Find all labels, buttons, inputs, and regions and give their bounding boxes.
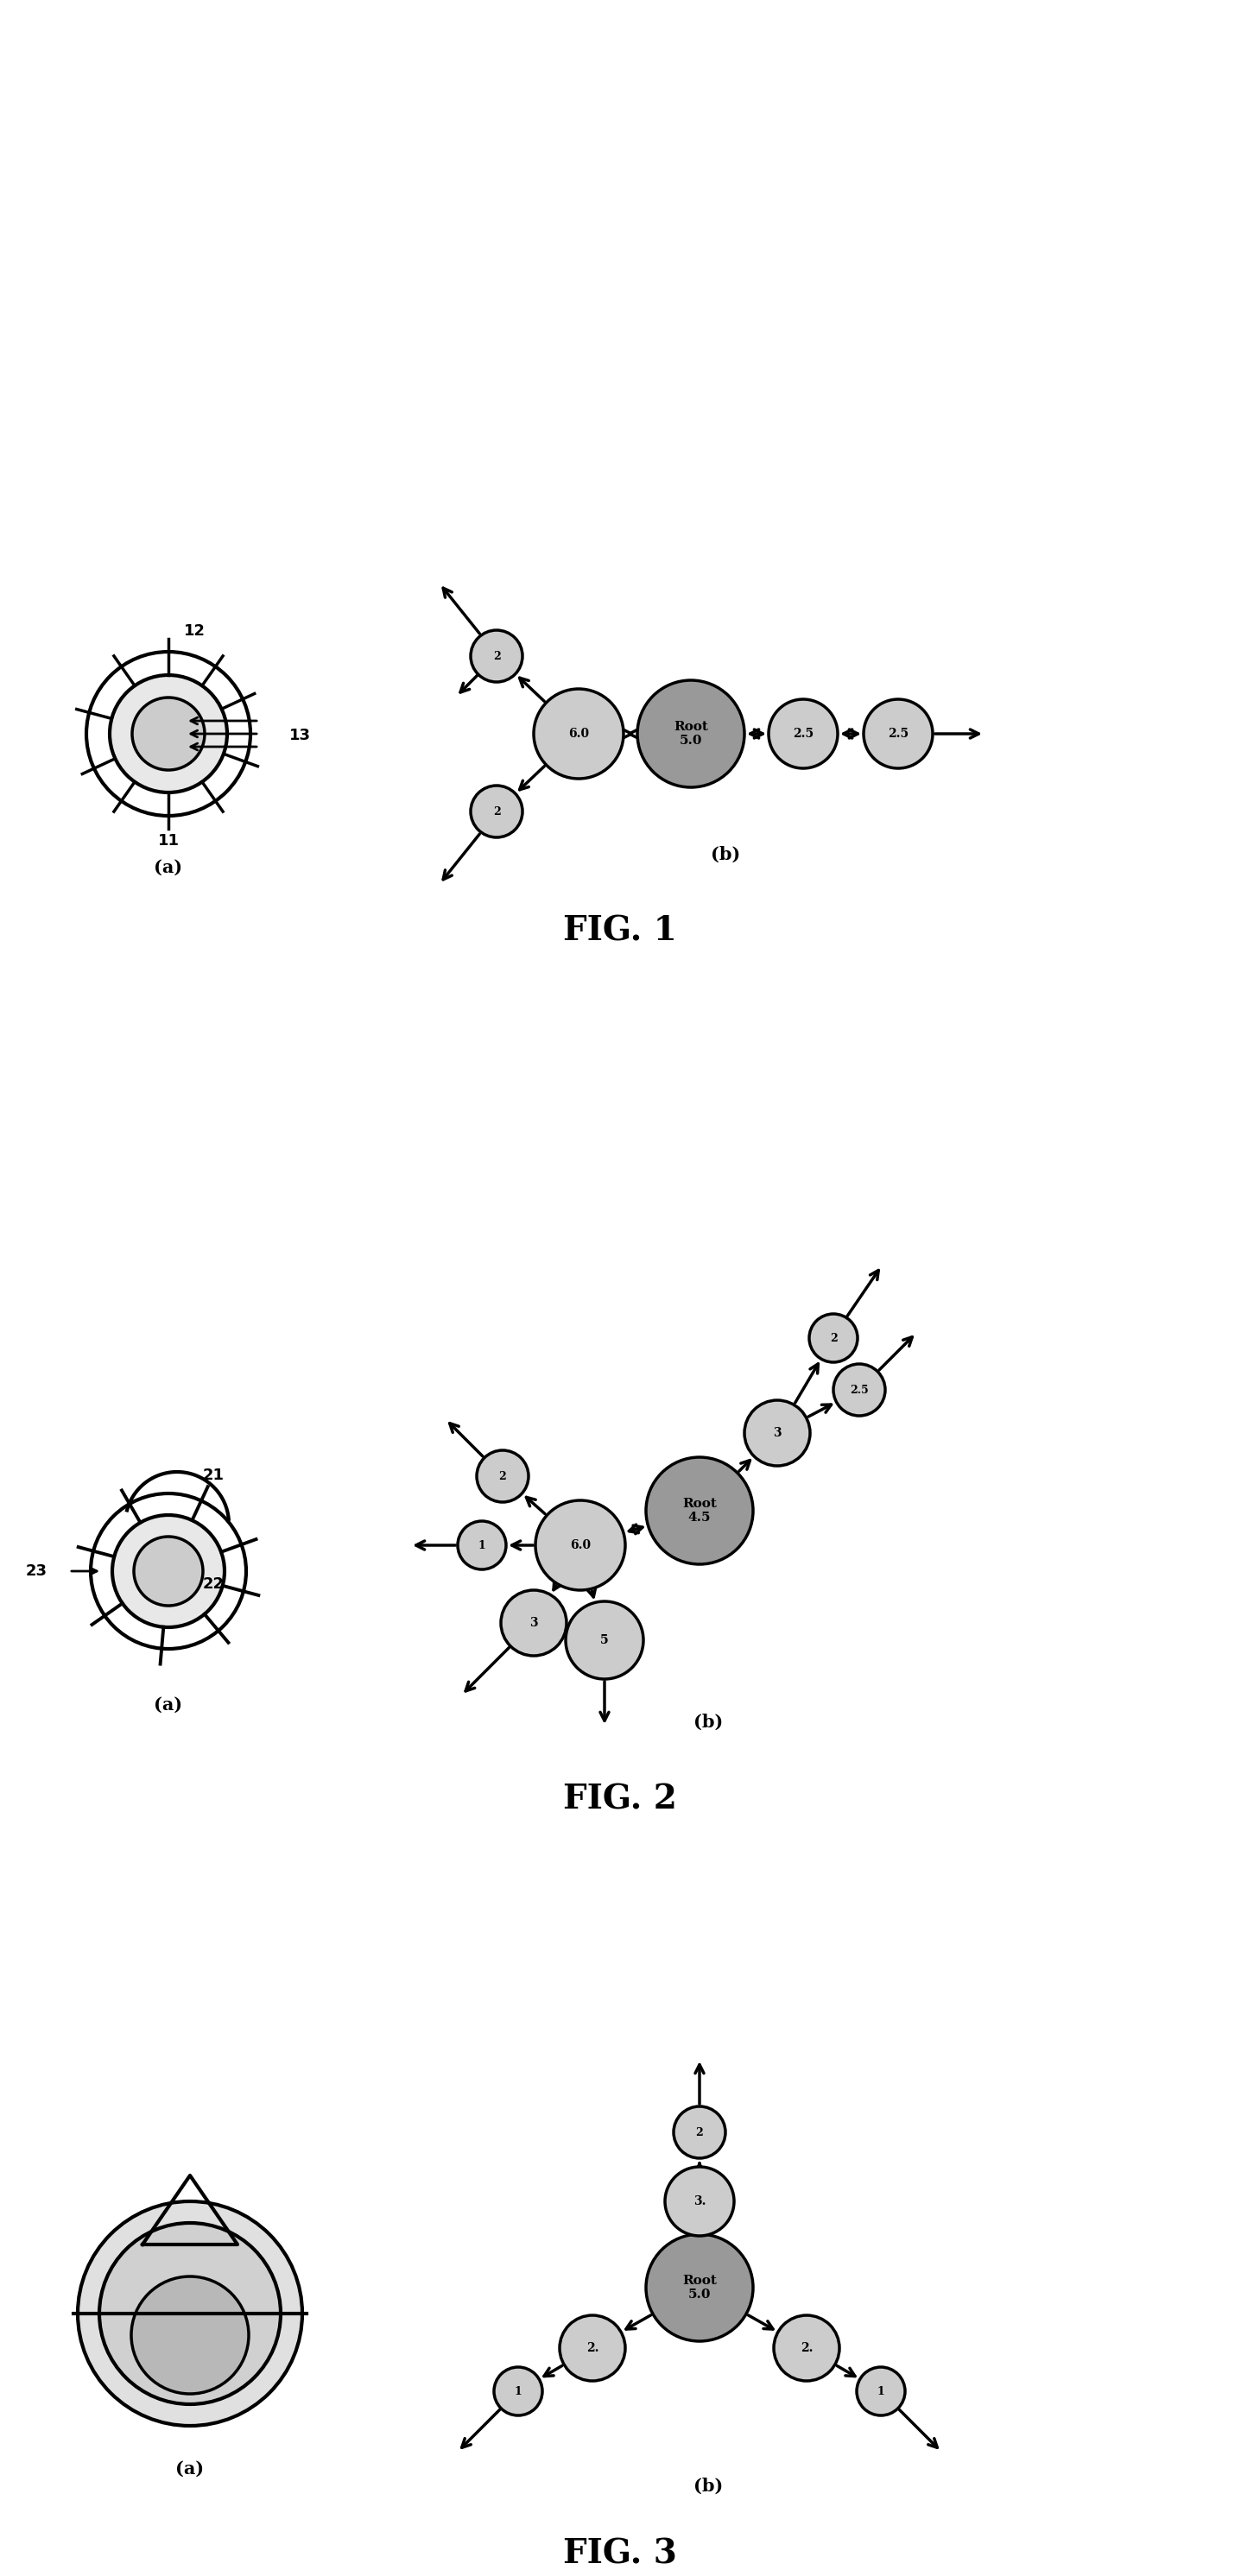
Circle shape: [768, 698, 838, 768]
Text: (a): (a): [154, 858, 182, 876]
Circle shape: [470, 631, 522, 683]
Text: Root
5.0: Root 5.0: [674, 721, 709, 747]
Circle shape: [856, 2367, 905, 2416]
Circle shape: [477, 1450, 529, 1502]
Text: (b): (b): [694, 1713, 724, 1731]
Circle shape: [638, 680, 745, 788]
Text: 2: 2: [493, 806, 500, 817]
Text: 21: 21: [204, 1468, 225, 1484]
Text: 2: 2: [696, 2128, 704, 2138]
Text: 2.: 2.: [800, 2342, 813, 2354]
Circle shape: [99, 2223, 280, 2403]
Text: 1: 1: [877, 2385, 885, 2396]
Text: 6.0: 6.0: [570, 1540, 591, 1551]
Text: FIG. 1: FIG. 1: [563, 914, 676, 948]
Circle shape: [774, 2316, 839, 2380]
Text: 22: 22: [204, 1577, 225, 1592]
Circle shape: [834, 1363, 885, 1417]
Circle shape: [458, 1520, 506, 1569]
Circle shape: [112, 1515, 225, 1628]
Text: 2: 2: [829, 1332, 838, 1345]
Text: 2.5: 2.5: [793, 729, 814, 739]
Circle shape: [864, 698, 933, 768]
Text: 13: 13: [289, 729, 311, 744]
Circle shape: [809, 1314, 858, 1363]
Circle shape: [566, 1602, 643, 1680]
Text: 1: 1: [514, 2385, 522, 2396]
Text: FIG. 2: FIG. 2: [563, 1783, 678, 1816]
Text: 5: 5: [601, 1633, 608, 1646]
Text: Root
5.0: Root 5.0: [683, 2275, 717, 2300]
Text: 2: 2: [499, 1471, 506, 1481]
Circle shape: [501, 1589, 567, 1656]
Text: 3.: 3.: [694, 2195, 706, 2208]
Text: 2.5: 2.5: [887, 729, 908, 739]
Circle shape: [647, 2233, 753, 2342]
Circle shape: [535, 1499, 625, 1589]
Text: 3: 3: [530, 1618, 537, 1628]
Circle shape: [132, 698, 205, 770]
Circle shape: [745, 1401, 810, 1466]
Text: 2.: 2.: [586, 2342, 598, 2354]
Text: (b): (b): [694, 2478, 724, 2494]
Text: (b): (b): [711, 845, 740, 863]
Circle shape: [78, 2202, 303, 2427]
Circle shape: [665, 2166, 735, 2236]
Text: 12: 12: [184, 623, 205, 639]
Text: (a): (a): [154, 1698, 182, 1713]
Text: 2.5: 2.5: [850, 1383, 869, 1396]
Circle shape: [134, 1538, 204, 1605]
Circle shape: [560, 2316, 625, 2380]
Circle shape: [674, 2107, 726, 2159]
Text: 11: 11: [158, 832, 179, 848]
Circle shape: [647, 1458, 753, 1564]
Circle shape: [132, 2277, 248, 2393]
Circle shape: [494, 2367, 542, 2416]
Circle shape: [534, 688, 623, 778]
Text: 6.0: 6.0: [568, 729, 589, 739]
Text: (a): (a): [176, 2460, 205, 2478]
Text: 1: 1: [478, 1540, 485, 1551]
Circle shape: [109, 675, 227, 793]
Text: 3: 3: [773, 1427, 782, 1440]
Text: FIG. 3: FIG. 3: [563, 2537, 678, 2571]
Text: 23: 23: [26, 1564, 47, 1579]
Circle shape: [470, 786, 522, 837]
Text: Root
4.5: Root 4.5: [683, 1497, 717, 1525]
Text: 2: 2: [493, 652, 500, 662]
